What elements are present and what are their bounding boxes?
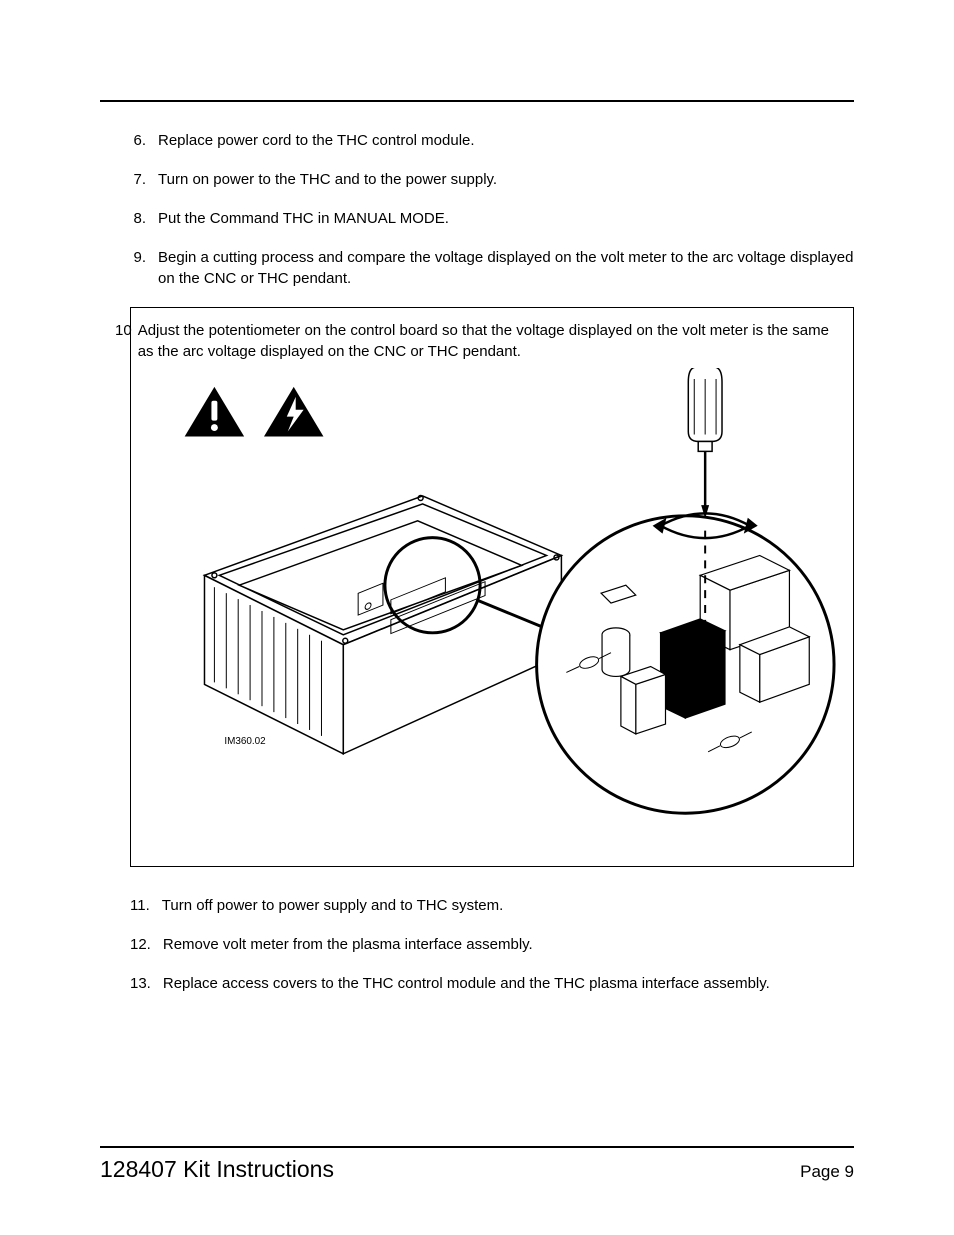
step-text: Remove volt meter from the plasma interf… [163, 934, 854, 955]
step-number: 10 [115, 320, 138, 362]
step-7: 7. Turn on power to the THC and to the p… [130, 169, 854, 190]
step-number: 6. [130, 130, 158, 151]
step-text: Turn off power to power supply and to TH… [162, 895, 854, 916]
steps-before-list: 6. Replace power cord to the THC control… [100, 130, 854, 289]
detail-circle [537, 516, 834, 813]
step-text: Replace power cord to the THC control mo… [158, 130, 854, 151]
page-footer: 128407 Kit Instructions Page 9 [100, 1146, 854, 1183]
top-rule [100, 100, 854, 102]
screwdriver-icon [688, 368, 722, 516]
step-number: 9. [130, 247, 158, 289]
step-12: 12. Remove volt meter from the plasma in… [130, 934, 854, 955]
shock-icon [264, 387, 323, 437]
step-11: 11. Turn off power to power supply and t… [130, 895, 854, 916]
step-text: Put the Command THC in MANUAL MODE. [158, 208, 854, 229]
steps-after-list: 11. Turn off power to power supply and t… [100, 895, 854, 994]
step-text: Adjust the potentiometer on the control … [138, 320, 839, 362]
step-number: 12. [130, 934, 163, 955]
step-text: Replace access covers to the THC control… [163, 973, 854, 994]
step-number: 13. [130, 973, 163, 994]
figure-label: IM360.02 [224, 736, 266, 747]
step-number: 7. [130, 169, 158, 190]
step-number: 8. [130, 208, 158, 229]
technical-diagram: IM360.02 [145, 368, 839, 852]
step-10: 10 Adjust the potentiometer on the contr… [145, 320, 839, 362]
footer-page: Page 9 [800, 1162, 854, 1182]
step-6: 6. Replace power cord to the THC control… [130, 130, 854, 151]
step-number: 11. [130, 895, 162, 916]
step-text: Begin a cutting process and compare the … [158, 247, 854, 289]
step-13: 13. Replace access covers to the THC con… [130, 973, 854, 994]
caution-icon [185, 387, 244, 437]
footer-title: 128407 Kit Instructions [100, 1156, 334, 1183]
enclosure-illustration [204, 495, 561, 753]
step-text: Turn on power to the THC and to the powe… [158, 169, 854, 190]
step-9: 9. Begin a cutting process and compare t… [130, 247, 854, 289]
figure-step-10-box: 10 Adjust the potentiometer on the contr… [130, 307, 854, 867]
step-8: 8. Put the Command THC in MANUAL MODE. [130, 208, 854, 229]
